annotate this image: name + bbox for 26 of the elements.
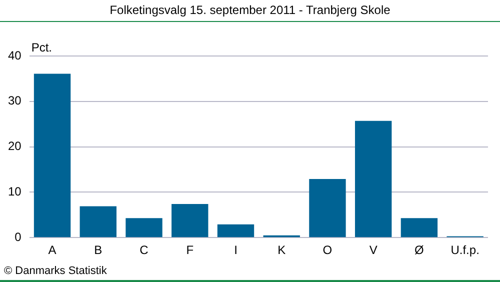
bar: [34, 74, 71, 238]
bar: [354, 120, 392, 238]
bar: [400, 218, 438, 238]
chart-title: Folketingsvalg 15. september 2011 - Tranbjerg Skole: [0, 0, 500, 22]
bar: [172, 204, 208, 238]
x-tick-label: B: [94, 243, 102, 258]
x-tick-label: A: [48, 243, 56, 258]
bar: [126, 218, 162, 238]
x-tick-label: O: [322, 243, 332, 258]
y-tick-label: 0: [14, 230, 22, 244]
text: © Danmarks Statistik: [4, 265, 107, 277]
y-tick-label: 10: [8, 184, 22, 199]
x-tick-label: Ø: [414, 243, 424, 258]
x-tick-label: F: [186, 243, 194, 258]
bar: [80, 206, 116, 238]
x-tick-label: K: [278, 243, 286, 258]
bar: [309, 179, 346, 238]
x-tick-label: I: [234, 243, 238, 258]
y-tick-label: 40: [8, 48, 22, 62]
y-tick-label: 30: [8, 94, 22, 108]
y-axis-title: Pct.: [31, 40, 52, 54]
y-tick-label: 20: [8, 139, 22, 154]
x-tick-label: U.f.p.: [450, 243, 480, 258]
x-tick-label: V: [369, 243, 378, 258]
bar: [217, 224, 254, 238]
x-tick-label: C: [140, 243, 149, 258]
